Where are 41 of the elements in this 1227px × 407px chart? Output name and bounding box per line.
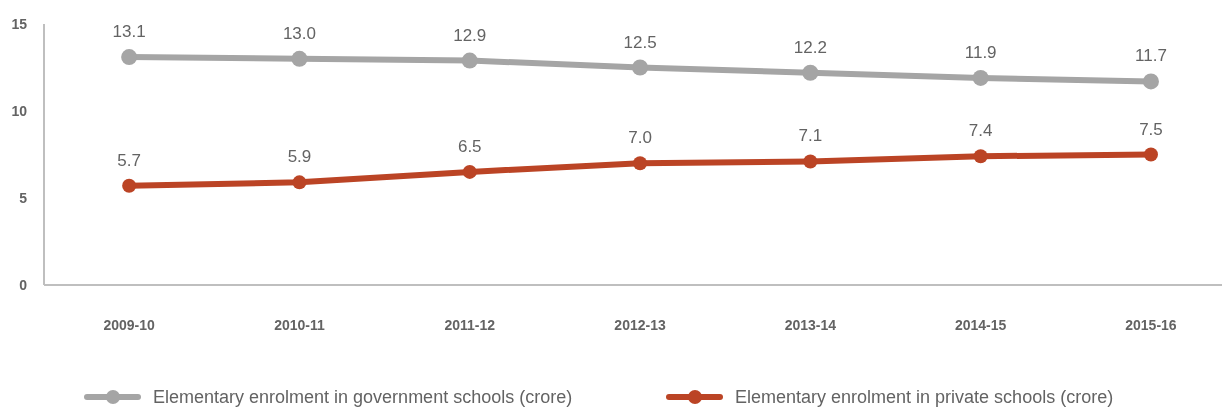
data-label: 5.7 <box>117 150 141 170</box>
data-label: 11.9 <box>964 42 997 62</box>
x-tick-label: 2012-13 <box>614 316 666 333</box>
data-label: 5.9 <box>287 147 312 167</box>
point <box>122 178 137 193</box>
point <box>633 156 648 171</box>
x-tick-label: 2011-12 <box>444 316 496 333</box>
y-tick-label: 10 <box>11 102 28 119</box>
data-label: 7.4 <box>968 121 993 141</box>
y-tick-label: 5 <box>19 189 28 206</box>
x-tick-label: 2014-15 <box>954 316 1007 333</box>
x-tick-label: 2009-10 <box>103 316 156 333</box>
point <box>461 52 478 69</box>
y-tick-label: 15 <box>11 15 28 32</box>
point <box>972 69 989 86</box>
x-tick-label: 2013-14 <box>784 316 837 333</box>
legend-label: Elementary enrolment in private schools (crore) <box>735 387 1114 407</box>
data-label: 12.2 <box>793 37 827 57</box>
data-label: 7.1 <box>798 126 823 146</box>
data-label: 11.7 <box>1135 46 1167 66</box>
data-label: 13.0 <box>282 23 316 43</box>
point <box>291 50 308 67</box>
data-label: 7.0 <box>628 128 652 148</box>
point <box>1143 147 1158 162</box>
point <box>802 64 819 81</box>
data-label: 12.9 <box>453 25 487 45</box>
y-tick-label: 0 <box>19 276 28 293</box>
legend-label: Elementary enrolment in government schools (crore) <box>153 387 573 407</box>
point <box>973 149 988 164</box>
data-label: 12.5 <box>623 32 657 52</box>
point <box>803 154 818 169</box>
point <box>462 164 477 179</box>
data-label: 7.5 <box>1139 119 1163 139</box>
x-tick-label: 2015-16 <box>1125 316 1177 333</box>
x-tick-label: 2010-11 <box>274 316 325 333</box>
data-label: 13.1 <box>112 22 146 42</box>
point <box>1142 73 1159 90</box>
point <box>292 175 307 190</box>
data-label: 6.5 <box>457 136 482 156</box>
point <box>632 59 649 76</box>
point <box>121 49 138 66</box>
